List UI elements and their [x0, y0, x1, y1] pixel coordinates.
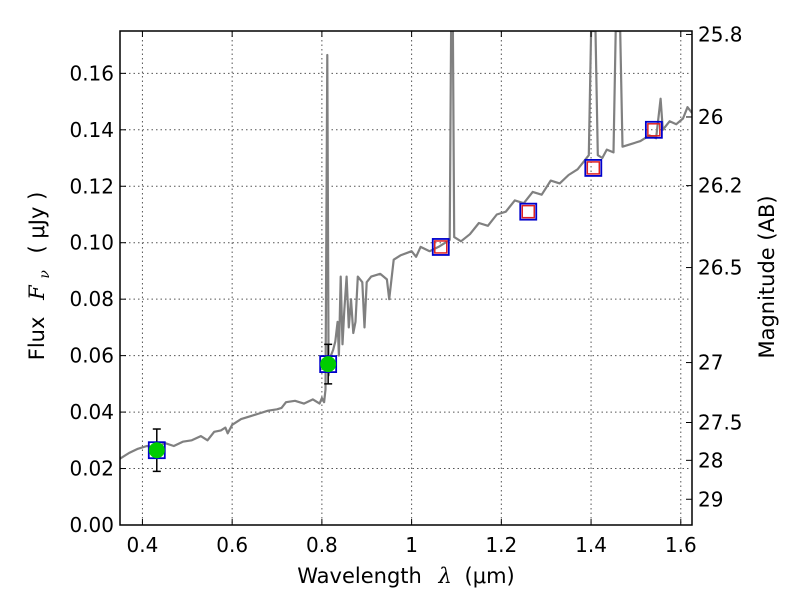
y2-tick-label: 26.5 [698, 256, 743, 280]
y-axis-label-var: F [25, 284, 49, 301]
upper-limit-square [521, 204, 536, 219]
y2-tick-label: 26 [698, 105, 723, 129]
x-tick-label: 1.6 [665, 533, 697, 557]
model-photometry-square [519, 202, 538, 221]
x-tick-label: 1.2 [485, 533, 517, 557]
x-axis-label-unit: (μm) [465, 564, 515, 588]
spectrum-line [120, 31, 692, 460]
x-axis-label-prefix: Wavelength [297, 564, 422, 588]
x-tick-label: 0.4 [127, 533, 159, 557]
x-axis-label-var: λ [438, 564, 452, 588]
upper-limit-square [434, 240, 448, 254]
y-axis-label-sub: ν [37, 270, 53, 279]
y-tick-label: 0.08 [69, 287, 114, 311]
x-tick-label: 1.4 [575, 533, 607, 557]
y2-tick-label: 28 [698, 448, 723, 472]
y-tick-label: 0.06 [69, 344, 114, 368]
y-tick-label: 0.04 [69, 400, 114, 424]
y2-tick-label: 25.8 [698, 22, 743, 46]
observed-point [148, 442, 165, 459]
y-axis-label: Flux F ν ( μJy ) [25, 192, 54, 361]
observed-point [320, 356, 337, 373]
y2-tick-label: 29 [698, 487, 723, 511]
y-axis-label-unit: ( μJy ) [25, 192, 49, 254]
x-axis-label: Wavelength λ (μm) [297, 564, 514, 588]
y-axis-label-prefix: Flux [25, 317, 49, 361]
model-photometry-square [584, 159, 603, 177]
y2-tick-label: 27.5 [698, 411, 743, 435]
y2-tick-label: 26.2 [698, 174, 743, 198]
x-tick-label: 0.8 [306, 533, 338, 557]
upper-limit-square [647, 123, 661, 137]
model-spectrum [120, 31, 692, 460]
y-tick-label: 0.12 [69, 174, 114, 198]
y2-axis-label: Magnitude (AB) [755, 195, 779, 358]
photometry-points [147, 120, 663, 473]
grid-lines [120, 31, 692, 526]
y2-tick-label: 27 [698, 351, 723, 375]
y-tick-label: 0.02 [69, 457, 114, 481]
plot-frame [119, 30, 693, 526]
y-tick-label: 0.10 [69, 231, 114, 255]
model-photometry-square [644, 120, 663, 139]
y-tick-label: 0.00 [69, 513, 114, 537]
model-photometry-square [431, 238, 450, 256]
x-tick-label: 0.6 [216, 533, 248, 557]
axis-ticks: 0.4 0.6 0.8 1 1.2 1.4 1.6 0.00 0.02 0.04 0.06 0.08 0… [69, 22, 742, 557]
upper-limit-square [586, 161, 601, 175]
y-tick-label: 0.16 [69, 61, 114, 85]
x-tick-label: 1 [405, 533, 418, 557]
y-tick-label: 0.14 [69, 118, 114, 142]
